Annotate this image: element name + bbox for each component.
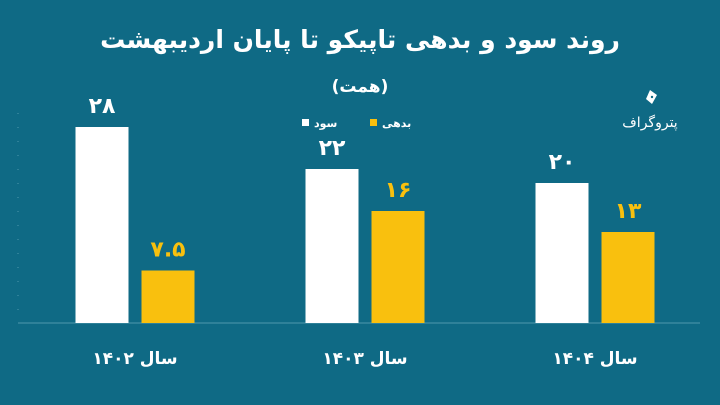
bar-debt-1 [141, 270, 195, 323]
bar-debt-2 [371, 211, 425, 323]
legend: سود بدهی [302, 117, 411, 130]
bar-profit-1 [75, 127, 129, 323]
logo: پتروگراف [622, 90, 678, 131]
legend-swatch-profit [302, 119, 309, 126]
bars-group: ۲۸ ۷.۵ ۲۲ ۱۶ ۲۰ ۱۳ [75, 94, 655, 323]
bar-debt-3 [601, 232, 655, 323]
category-label-3: سال ۱۴۰۴ [552, 349, 637, 369]
logo-text: پتروگراف [622, 114, 678, 131]
category-labels-group: سال ۱۴۰۲ سال ۱۴۰۳ سال ۱۴۰۴ [92, 349, 637, 369]
bar-profit-3 [535, 183, 589, 323]
legend-label-debt: بدهی [382, 117, 411, 130]
legend-label-profit: سود [314, 117, 337, 130]
value-label-debt-1: ۷.۵ [150, 238, 185, 263]
legend-swatch-debt [370, 119, 377, 126]
chart-title: روند سود و بدهی تاپیکو تا پایان اردیبهشت [100, 25, 620, 55]
bar-profit-2 [305, 169, 359, 323]
chart-subtitle: (همت) [332, 77, 389, 97]
value-label-debt-3: ۱۳ [615, 199, 642, 224]
value-label-profit-2: ۲۲ [319, 136, 346, 161]
value-label-debt-2: ۱۶ [385, 178, 412, 203]
pen-nib-icon [646, 90, 657, 104]
value-label-profit-3: ۲۰ [549, 150, 576, 175]
category-label-1: سال ۱۴۰۲ [92, 349, 177, 369]
value-label-profit-1: ۲۸ [89, 94, 116, 119]
category-label-2: سال ۱۴۰۳ [322, 349, 407, 369]
